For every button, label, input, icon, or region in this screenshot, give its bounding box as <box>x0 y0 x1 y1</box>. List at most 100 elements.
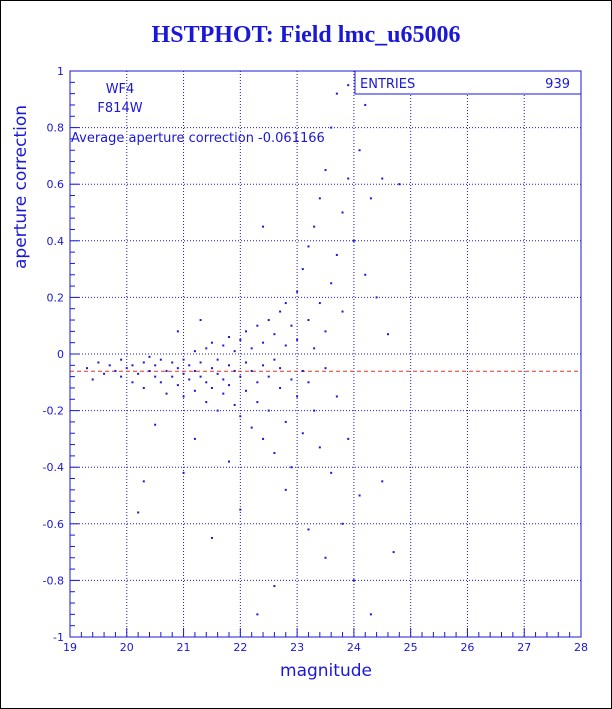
data-point <box>210 367 213 370</box>
data-point <box>273 333 276 336</box>
data-point <box>148 355 151 358</box>
data-point <box>97 361 100 364</box>
data-point <box>205 401 208 404</box>
grid-lines <box>69 70 582 638</box>
data-point <box>245 389 248 392</box>
data-point <box>176 384 179 387</box>
data-point <box>398 183 401 186</box>
y-tick-label: 0.2 <box>47 291 65 304</box>
stats-entries-value: 939 <box>545 77 570 92</box>
data-point <box>137 511 140 514</box>
data-point <box>284 302 287 305</box>
chip-label: WF4 <box>106 82 135 97</box>
data-point <box>364 103 367 106</box>
data-point <box>131 381 134 384</box>
data-point <box>233 403 236 406</box>
x-tick-label: 24 <box>347 641 361 654</box>
data-point <box>193 369 196 372</box>
data-point <box>250 426 253 429</box>
chart-title: HSTPHOT: Field lmc_u65006 <box>151 22 461 48</box>
data-point <box>318 446 321 449</box>
data-point <box>324 556 327 559</box>
data-point <box>273 452 276 455</box>
data-point <box>176 330 179 333</box>
data-point <box>279 367 282 370</box>
data-point <box>165 392 168 395</box>
data-point <box>318 302 321 305</box>
data-point <box>239 508 242 511</box>
data-point <box>290 466 293 469</box>
data-point <box>188 364 191 367</box>
stats-entries-label: ENTRIES <box>360 77 415 92</box>
data-point <box>256 324 259 327</box>
data-point <box>330 282 333 285</box>
data-point <box>154 423 157 426</box>
data-point <box>182 471 185 474</box>
data-point <box>91 378 94 381</box>
data-point <box>296 395 299 398</box>
data-point <box>120 375 123 378</box>
data-point <box>159 358 162 361</box>
data-point <box>193 437 196 440</box>
data-point <box>301 268 304 271</box>
data-point <box>205 347 208 350</box>
x-tick-label: 22 <box>233 641 247 654</box>
data-point <box>137 372 140 375</box>
x-axis-title: magnitude <box>280 661 372 681</box>
data-point <box>199 375 202 378</box>
data-point <box>193 350 196 353</box>
data-point <box>125 367 128 370</box>
y-tick-label: 1 <box>57 65 64 78</box>
x-tick-label: 27 <box>517 641 531 654</box>
data-point <box>318 197 321 200</box>
data-point <box>352 579 355 582</box>
data-point <box>222 378 225 381</box>
data-point <box>159 381 162 384</box>
data-point <box>227 460 230 463</box>
x-tick-labels: 19 20 21 22 23 24 25 26 27 28 <box>63 641 588 654</box>
data-point <box>330 126 333 129</box>
data-point <box>210 386 213 389</box>
y-tick-label: -0.8 <box>43 574 64 587</box>
data-point <box>301 432 304 435</box>
data-point <box>120 358 123 361</box>
data-point <box>369 197 372 200</box>
data-point <box>239 375 242 378</box>
data-point <box>199 361 202 364</box>
data-point <box>103 372 106 375</box>
data-point <box>216 409 219 412</box>
data-point <box>352 239 355 242</box>
data-point <box>227 384 230 387</box>
x-tick-label: 21 <box>177 641 191 654</box>
data-point <box>182 395 185 398</box>
data-point <box>273 358 276 361</box>
data-point <box>210 341 213 344</box>
data-point <box>279 310 282 313</box>
data-point <box>284 420 287 423</box>
data-point <box>335 253 338 256</box>
data-point <box>182 372 185 375</box>
data-point <box>193 389 196 392</box>
data-point <box>171 361 174 364</box>
data-point <box>290 324 293 327</box>
x-tick-label: 20 <box>120 641 134 654</box>
data-point <box>239 338 242 341</box>
data-point <box>108 364 111 367</box>
data-point <box>381 177 384 180</box>
data-point <box>386 333 389 336</box>
x-tick-label: 25 <box>404 641 418 654</box>
data-point <box>210 536 213 539</box>
data-point <box>313 225 316 228</box>
data-point <box>262 364 265 367</box>
y-tick-labels: -1 -0.8 -0.6 -0.4 -0.2 0 0.2 0.4 0.6 0.8 1 <box>43 65 64 644</box>
data-point <box>364 273 367 276</box>
data-point <box>381 480 384 483</box>
data-point <box>148 369 151 372</box>
stats-box <box>354 70 582 95</box>
data-point <box>375 296 378 299</box>
data-point <box>358 149 361 152</box>
data-point <box>222 344 225 347</box>
data-point <box>171 375 174 378</box>
data-point <box>86 367 89 370</box>
data-point <box>222 392 225 395</box>
